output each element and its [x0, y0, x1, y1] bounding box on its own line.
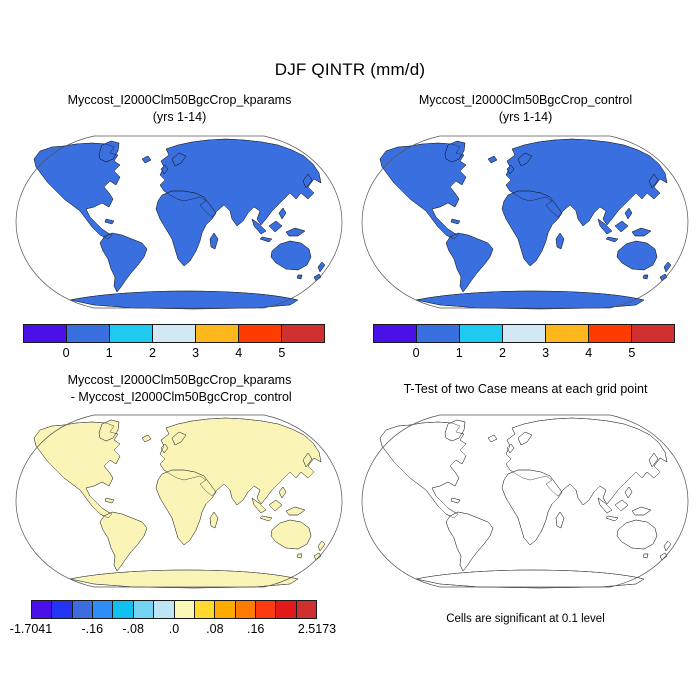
- panel-title-bottom-left: Myccost_I2000Clm50BgcCrop_kparams - Mycc…: [14, 372, 345, 406]
- colorbar-tick: 4: [585, 346, 593, 360]
- panel-title-top-right: Myccost_I2000Clm50BgcCrop_control (yrs 1-…: [360, 92, 691, 126]
- colorbar-segment: [153, 325, 196, 342]
- colorbar-top-right: 0 1 2 3 4 5: [373, 324, 675, 361]
- world-landmasses: [379, 417, 672, 589]
- panel-title-line1: Myccost_I2000Clm50BgcCrop_kparams: [67, 93, 292, 107]
- map-top-left-kparams: [15, 135, 343, 310]
- colorbar-tick: 2: [498, 346, 506, 360]
- colorbar-segment: [255, 601, 277, 618]
- panel-title-line2: (yrs 1-14): [152, 110, 207, 124]
- significance-caption: Cells are significant at 0.1 level: [446, 613, 605, 625]
- map-bottom-right-ttest: [361, 414, 689, 589]
- colorbar-top-left: 0 1 2 3 4 5: [23, 324, 325, 361]
- figure-title: DJF QINTR (mm/d): [274, 60, 426, 79]
- colorbar-segment: [194, 601, 216, 618]
- colorbar-segment: [72, 601, 94, 618]
- colorbar-tick: 1: [105, 346, 113, 360]
- colorbar-tick: -1.7041: [9, 622, 53, 636]
- colorbar-tick-labels: -1.7041 -.16 -.08 .0 .08 .16 2.5173: [10, 619, 336, 637]
- colorbar-segment: [374, 325, 417, 342]
- colorbar-segments: [31, 600, 317, 619]
- map-bottom-left-difference: [15, 414, 343, 589]
- world-landmasses: [379, 138, 672, 310]
- colorbar-segment: [154, 601, 175, 618]
- colorbar-segment: [110, 325, 153, 342]
- colorbar-segment: [52, 601, 73, 618]
- colorbar-tick: .08: [206, 622, 224, 636]
- panel-title-line2: - Myccost_I2000Clm50BgcCrop_control: [67, 390, 292, 404]
- colorbar-segment: [32, 601, 53, 618]
- world-landmasses: [33, 417, 326, 589]
- colorbar-segment: [239, 325, 282, 342]
- colorbar-tick: 0: [412, 346, 420, 360]
- colorbar-tick: 0: [62, 346, 70, 360]
- colorbar-tick: 3: [542, 346, 550, 360]
- map-top-right-control: [361, 135, 689, 310]
- colorbar-tick: 1: [455, 346, 463, 360]
- colorbar-bottom-left: -1.7041 -.16 -.08 .0 .08 .16 2.5173: [10, 600, 336, 637]
- colorbar-segments: [373, 324, 675, 343]
- panel-title-top-left: Myccost_I2000Clm50BgcCrop_kparams (yrs 1-…: [14, 92, 345, 126]
- panel-title-line1: Myccost_I2000Clm50BgcCrop_control: [418, 93, 633, 107]
- colorbar-segment: [503, 325, 546, 342]
- colorbar-tick: 5: [628, 346, 636, 360]
- colorbar-tick: 2: [148, 346, 156, 360]
- colorbar-segment: [113, 601, 134, 618]
- colorbar-segment: [235, 601, 256, 618]
- colorbar-tick: -.16: [81, 622, 104, 636]
- colorbar-segment: [632, 325, 674, 342]
- colorbar-segment: [133, 601, 155, 618]
- colorbar-tick-labels: 0 1 2 3 4 5: [373, 343, 675, 361]
- colorbar-segment: [24, 325, 67, 342]
- colorbar-tick: .0: [168, 622, 180, 636]
- colorbar-segments: [23, 324, 325, 343]
- panel-title-line1: Myccost_I2000Clm50BgcCrop_kparams: [67, 373, 292, 387]
- panel-title-bottom-right: T-Test of two Case means at each grid po…: [403, 382, 648, 396]
- colorbar-segment: [215, 601, 236, 618]
- colorbar-tick: 5: [278, 346, 286, 360]
- colorbar-segment: [296, 601, 317, 618]
- colorbar-segment: [460, 325, 503, 342]
- colorbar-tick-labels: 0 1 2 3 4 5: [23, 343, 325, 361]
- world-landmasses: [33, 138, 326, 310]
- world-landmasses: [33, 417, 326, 589]
- colorbar-tick: .16: [247, 622, 265, 636]
- colorbar-tick: -.08: [122, 622, 144, 636]
- colorbar-segment: [276, 601, 297, 618]
- colorbar-tick: 2.5173: [297, 622, 337, 636]
- panel-title-line2: (yrs 1-14): [498, 110, 553, 124]
- colorbar-segment: [67, 325, 110, 342]
- colorbar-segment: [282, 325, 324, 342]
- colorbar-segment: [174, 601, 195, 618]
- colorbar-tick: 4: [235, 346, 243, 360]
- colorbar-segment: [93, 601, 114, 618]
- colorbar-segment: [417, 325, 460, 342]
- colorbar-segment: [546, 325, 589, 342]
- colorbar-segment: [196, 325, 239, 342]
- colorbar-segment: [589, 325, 632, 342]
- colorbar-tick: 3: [192, 346, 200, 360]
